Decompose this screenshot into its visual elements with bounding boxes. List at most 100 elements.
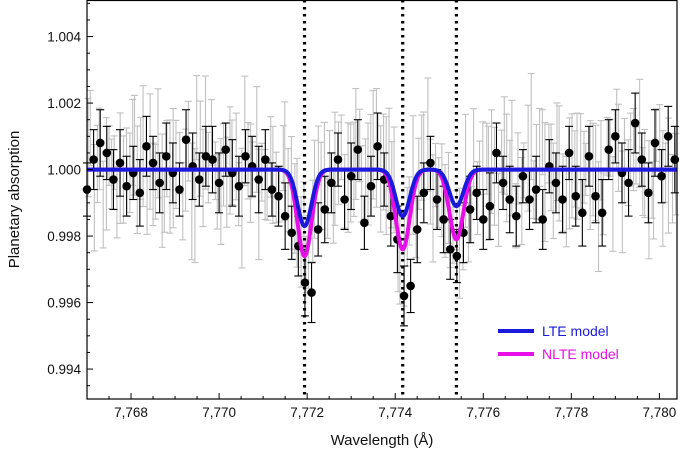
- binned-point: [234, 181, 244, 191]
- binned-point: [571, 191, 581, 201]
- binned-point: [439, 215, 448, 224]
- binned-point: [320, 205, 330, 214]
- binned-point: [386, 211, 396, 221]
- binned-point: [531, 185, 541, 194]
- x-tick-label: 7,780: [642, 405, 676, 420]
- x-tick-label: 7,770: [202, 405, 236, 420]
- y-tick-label: 1.000: [47, 163, 81, 178]
- binned-point: [254, 175, 264, 184]
- binned-point: [353, 145, 363, 154]
- binned-point: [584, 151, 594, 161]
- binned-point: [366, 181, 376, 191]
- binned-point: [214, 178, 224, 188]
- y-tick-label: 0.996: [47, 296, 81, 311]
- binned-point: [333, 155, 343, 164]
- x-tick-label: 7,768: [114, 405, 148, 420]
- binned-point: [274, 191, 283, 201]
- model-curves-layer: [85, 167, 679, 259]
- binned-point: [637, 155, 647, 164]
- binned-point: [142, 142, 151, 151]
- binned-point: [597, 208, 607, 218]
- binned-point: [485, 201, 495, 211]
- binned-point: [465, 205, 475, 214]
- binned-point: [307, 288, 316, 297]
- binned-point: [194, 175, 204, 184]
- y-tick-label: 1.002: [47, 96, 81, 111]
- legend: LTE model NLTE model: [498, 323, 619, 362]
- y-tick-label: 0.994: [47, 362, 81, 377]
- binned-point: [261, 155, 270, 164]
- binned-point: [538, 215, 548, 224]
- binned-point: [360, 218, 369, 228]
- binned-point: [373, 142, 382, 151]
- binned-point: [551, 178, 561, 188]
- binned-point: [657, 171, 666, 181]
- binned-point: [472, 188, 481, 198]
- binned-point: [208, 155, 217, 164]
- binned-point: [181, 135, 191, 144]
- binned-point: [452, 251, 462, 261]
- binned-point: [102, 148, 112, 158]
- binned-point: [412, 225, 422, 234]
- binned-point: [89, 155, 98, 164]
- binned-point: [670, 155, 680, 164]
- binned-point: [327, 178, 336, 188]
- binned-point: [201, 151, 211, 161]
- binned-point: [148, 158, 158, 168]
- legend-lte-label: LTE model: [542, 323, 609, 339]
- binned-point: [663, 132, 673, 141]
- binned-point: [650, 138, 660, 148]
- binned-point: [406, 281, 415, 291]
- y-axis-title: Planetary absorption: [6, 131, 23, 269]
- raw-data-layer: [84, 72, 680, 307]
- x-axis-title: Wavelength (Å): [331, 432, 434, 449]
- binned-point: [432, 195, 442, 204]
- binned-point: [611, 132, 620, 141]
- binned-point: [109, 175, 118, 184]
- binned-point: [115, 158, 125, 168]
- binned-point: [591, 191, 600, 201]
- x-tick-label: 7,772: [290, 405, 324, 420]
- y-tick-label: 0.998: [47, 229, 81, 244]
- binned-point: [241, 151, 250, 161]
- binned-point: [267, 185, 277, 194]
- binned-point: [511, 211, 521, 221]
- binned-point: [340, 195, 349, 204]
- binned-point: [478, 215, 488, 224]
- binned-point: [578, 208, 587, 218]
- binned-point: [445, 245, 455, 254]
- plot-frame: [86, 0, 678, 400]
- axis-ticks: 7,768 7,770 7,772 7,774 7,776 7,778 7,780 0.994…: [47, 2, 676, 420]
- legend-nlte-label: NLTE model: [542, 346, 619, 362]
- binned-point: [122, 181, 131, 191]
- binned-point: [346, 171, 356, 181]
- binned-point: [221, 145, 230, 154]
- x-tick-label: 7,776: [466, 405, 500, 420]
- binned-point: [399, 291, 409, 301]
- binned-point: [175, 185, 184, 194]
- binned-point: [492, 148, 501, 158]
- binned-point: [300, 278, 310, 287]
- binned-point: [313, 225, 323, 234]
- lte-model-curve: [85, 167, 679, 229]
- x-tick-label: 7,778: [554, 405, 588, 420]
- x-tick-label: 7,774: [378, 405, 412, 420]
- binned-point: [155, 178, 164, 188]
- binned-point: [564, 148, 574, 158]
- binned-point: [630, 118, 640, 128]
- binned-point: [525, 195, 534, 204]
- binned-point: [426, 158, 435, 168]
- binned-point: [287, 228, 297, 238]
- binned-point: [604, 145, 614, 154]
- binned-point: [135, 188, 145, 198]
- binned-point: [95, 138, 105, 148]
- y-tick-label: 1.004: [47, 30, 81, 45]
- binned-point: [558, 195, 567, 204]
- binned-point: [161, 151, 171, 161]
- binned-point: [505, 195, 514, 204]
- binned-point: [498, 178, 508, 188]
- binned-point: [518, 171, 528, 181]
- binned-point: [644, 188, 653, 198]
- binned-point: [280, 211, 290, 221]
